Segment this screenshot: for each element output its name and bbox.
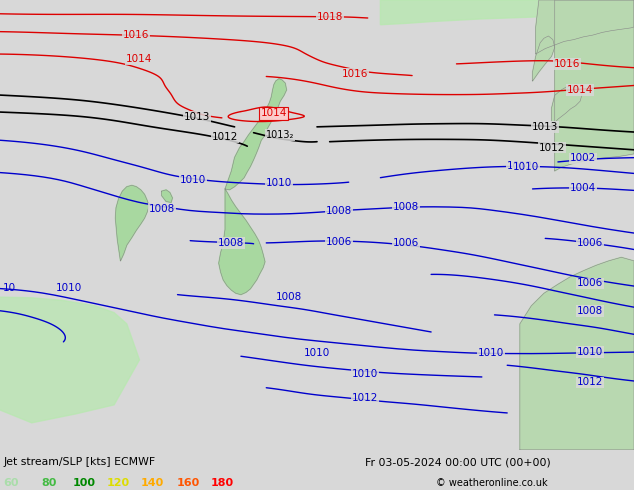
Text: 1016: 1016 [342,69,368,79]
Text: 1014: 1014 [261,108,287,119]
Text: 1013: 1013 [183,112,210,122]
Text: 1008: 1008 [576,306,603,316]
Text: 1008: 1008 [392,202,419,212]
Text: 1010: 1010 [55,283,82,293]
Text: 1008: 1008 [275,292,302,302]
Text: Jet stream/SLP [kts] ECMWF: Jet stream/SLP [kts] ECMWF [3,457,155,467]
Text: 160: 160 [176,478,200,488]
Polygon shape [115,185,149,261]
Text: © weatheronline.co.uk: © weatheronline.co.uk [436,478,548,488]
Text: 1014: 1014 [567,85,593,95]
Text: 1006: 1006 [576,238,603,248]
Text: 1014: 1014 [126,54,153,64]
Text: 100: 100 [73,478,96,488]
Text: 1008: 1008 [218,238,245,248]
Polygon shape [533,36,555,81]
Text: 1016: 1016 [554,59,581,69]
Text: 1012: 1012 [351,393,378,403]
Text: 1012: 1012 [507,161,533,172]
Polygon shape [219,189,265,294]
Text: 1010: 1010 [266,178,292,188]
Text: 1012: 1012 [212,132,238,142]
Polygon shape [0,297,139,423]
Text: 1006: 1006 [576,278,603,289]
Text: 1010: 1010 [304,348,330,358]
Text: 120: 120 [107,478,129,488]
Polygon shape [520,257,634,450]
Text: 1013₂: 1013₂ [266,130,294,140]
Text: 1002: 1002 [570,153,597,163]
Text: 1012: 1012 [576,377,603,388]
Text: 1016: 1016 [123,30,150,40]
Polygon shape [380,0,634,24]
Text: 1008: 1008 [148,204,175,214]
Text: 80: 80 [41,478,56,488]
Text: 1012: 1012 [538,143,565,152]
Text: 1008: 1008 [326,205,353,216]
Polygon shape [162,190,172,202]
Polygon shape [555,0,634,171]
Text: 1010: 1010 [576,347,603,357]
Text: 1010: 1010 [478,348,505,358]
Text: 10: 10 [3,283,16,293]
Text: 1010: 1010 [180,175,207,185]
Polygon shape [536,0,634,54]
Text: 1018: 1018 [316,12,343,22]
Text: 1004: 1004 [570,183,597,193]
Text: 60: 60 [3,478,18,488]
Polygon shape [225,79,287,190]
Text: 1010: 1010 [351,369,378,379]
Text: Fr 03-05-2024 00:00 UTC (00+00): Fr 03-05-2024 00:00 UTC (00+00) [365,457,550,467]
Text: 1006: 1006 [326,237,353,247]
Text: 180: 180 [210,478,233,488]
Text: 1013: 1013 [532,122,559,132]
Text: 1010: 1010 [513,162,540,172]
Text: 1006: 1006 [392,238,419,248]
Text: 140: 140 [141,478,164,488]
Polygon shape [552,85,582,126]
